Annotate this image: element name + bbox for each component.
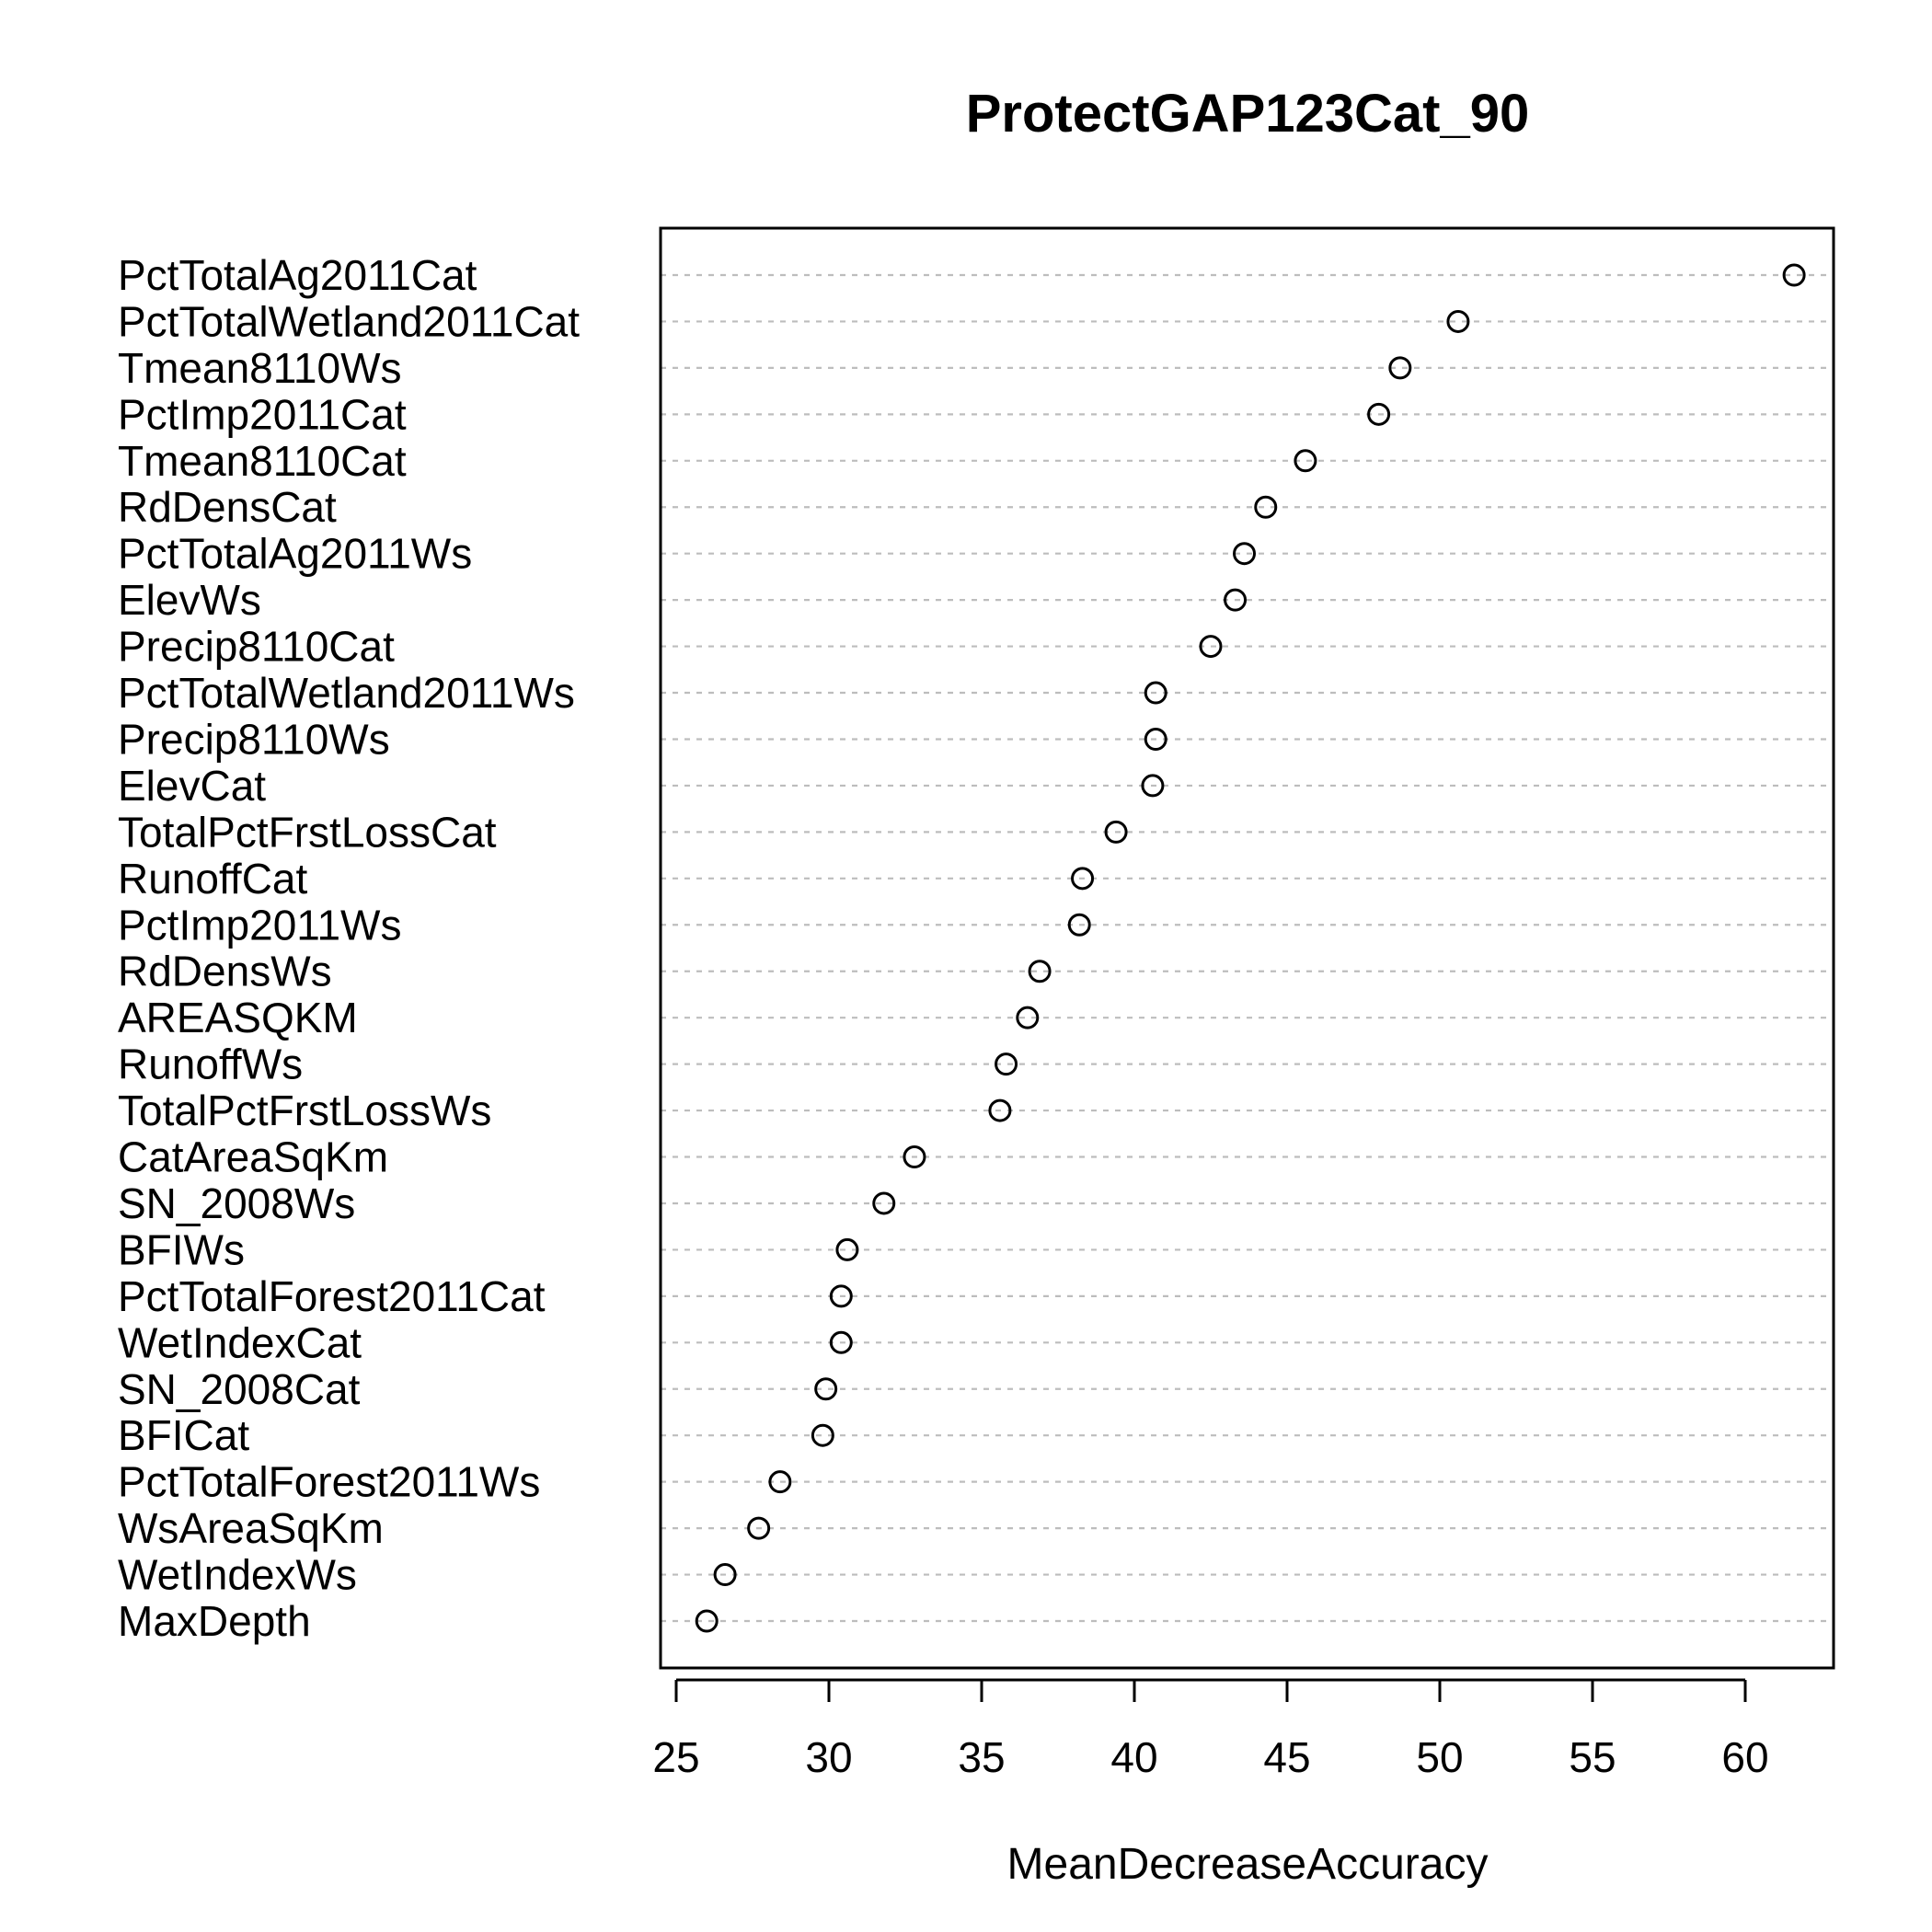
data-point [1144, 681, 1167, 705]
data-point [695, 1609, 719, 1633]
data-point [1367, 402, 1391, 426]
data-points [695, 263, 1806, 1633]
data-point [768, 1470, 792, 1494]
variable-label: ElevCat [118, 762, 266, 810]
data-point [1233, 542, 1257, 566]
plot-frame [659, 226, 1835, 1670]
variable-label: PctImp2011Ws [118, 901, 401, 949]
x-tick-label: 50 [1416, 1733, 1463, 1781]
variable-label: TotalPctFrstLossWs [118, 1087, 491, 1134]
variable-label: WetIndexCat [118, 1318, 362, 1366]
data-point [1294, 449, 1317, 473]
x-tick-label: 55 [1569, 1733, 1616, 1781]
data-point [1071, 867, 1095, 891]
x-tick-label: 25 [652, 1733, 699, 1781]
variable-label: PctTotalForest2011Ws [118, 1458, 540, 1506]
variable-label: RdDensWs [118, 948, 332, 995]
variable-label: ElevWs [118, 576, 261, 624]
guide-lines [661, 273, 1834, 1623]
data-point [835, 1237, 859, 1261]
variable-label: CatAreaSqKm [118, 1133, 388, 1181]
variable-label: Tmean8110Cat [118, 437, 407, 485]
variable-label: TotalPctFrstLossCat [118, 808, 497, 856]
variable-label: AREASQKM [118, 994, 358, 1041]
variable-label: Tmean8110Ws [118, 344, 402, 392]
variable-label: Precip8110Cat [118, 623, 395, 671]
x-tick-label: 45 [1263, 1733, 1310, 1781]
variable-label: PctTotalForest2011Cat [118, 1272, 546, 1320]
variable-label: BFIWs [118, 1225, 245, 1273]
data-point [1028, 960, 1052, 983]
x-axis-label: MeanDecreaseAccuracy [1007, 1840, 1489, 1889]
variable-label: PctTotalAg2011Cat [118, 251, 477, 299]
data-point [814, 1377, 838, 1401]
data-point [1446, 309, 1470, 333]
x-tick-label: 35 [958, 1733, 1005, 1781]
data-point [1782, 263, 1806, 287]
variable-label: WsAreaSqKm [118, 1504, 384, 1552]
variable-label: Precip8110Ws [118, 715, 390, 763]
variable-label: SN_2008Cat [118, 1365, 361, 1413]
data-point [713, 1563, 737, 1587]
data-point [995, 1052, 1018, 1076]
data-point [1199, 635, 1223, 659]
data-point [872, 1191, 896, 1215]
variable-label: PctTotalWetland2011Cat [118, 297, 580, 345]
variable-labels: PctTotalAg2011CatPctTotalWetland2011CatT… [118, 251, 580, 1645]
data-point [829, 1330, 853, 1354]
variable-label: SN_2008Ws [118, 1179, 355, 1227]
variable-label: BFICat [118, 1411, 249, 1459]
data-point [988, 1098, 1012, 1122]
data-point [1254, 495, 1278, 519]
chart-title: ProtectGAP123Cat_90 [966, 84, 1530, 144]
variable-label: PctTotalAg2011Ws [118, 530, 472, 578]
variable-label: PctImp2011Cat [118, 390, 407, 438]
data-point [1388, 356, 1412, 380]
data-point [747, 1516, 771, 1540]
data-point [829, 1284, 853, 1308]
variable-label: RdDensCat [118, 483, 337, 531]
variable-label: MaxDepth [118, 1597, 311, 1645]
variable-label: PctTotalWetland2011Ws [118, 669, 575, 717]
x-tick-label: 60 [1721, 1733, 1768, 1781]
data-point [811, 1423, 834, 1447]
data-point [1144, 727, 1167, 751]
data-point [1224, 588, 1248, 612]
data-point [1141, 774, 1165, 798]
data-point [903, 1145, 926, 1169]
x-axis: 25 30 35 40 45 50 55 60 [652, 1678, 1769, 1781]
data-point [1104, 820, 1128, 844]
data-point [1067, 913, 1091, 937]
data-point [1016, 1006, 1040, 1029]
variable-label: RunoffWs [118, 1041, 303, 1088]
variable-label: WetIndexWs [118, 1551, 357, 1599]
x-tick-label: 30 [805, 1733, 852, 1781]
x-tick-label: 40 [1110, 1733, 1157, 1781]
variable-label: RunoffCat [118, 855, 308, 903]
